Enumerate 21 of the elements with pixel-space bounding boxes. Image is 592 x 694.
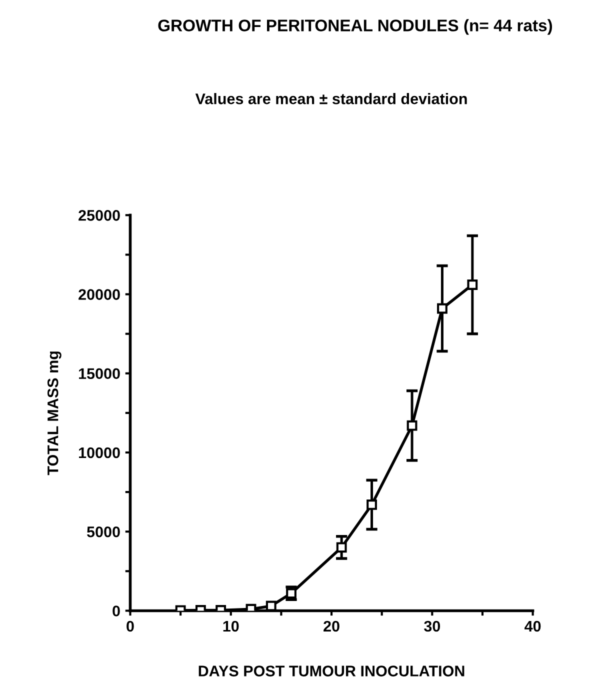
y-tick-label: 15000 <box>79 368 120 380</box>
chart-subtitle: Values are mean ± standard deviation <box>195 93 467 104</box>
x-tick-label: 30 <box>424 620 440 632</box>
point <box>437 303 448 314</box>
x-axis-title: DAYS POST TUMOUR INOCULATION <box>198 666 464 676</box>
y-tick-label: 25000 <box>78 210 120 221</box>
chart-title: GROWTH OF PERITONEAL NODULES (n= 44 rats) <box>158 19 552 35</box>
x-tick-label: 20 <box>324 620 340 632</box>
point <box>336 542 347 553</box>
y-tick-label: 20000 <box>78 289 120 300</box>
x-tick-label: 0 <box>126 620 134 632</box>
y-axis-title: TOTAL MASS mg <box>47 352 62 476</box>
y-tick-label: 0 <box>112 606 120 616</box>
x-tick-label: 10 <box>223 620 239 632</box>
point <box>467 280 478 290</box>
y-tick-label: 5000 <box>87 526 120 538</box>
y-tick-label: 10000 <box>79 447 120 458</box>
point <box>406 420 418 431</box>
point <box>266 600 276 611</box>
point <box>366 499 377 510</box>
x-tick-label: 40 <box>524 620 541 632</box>
